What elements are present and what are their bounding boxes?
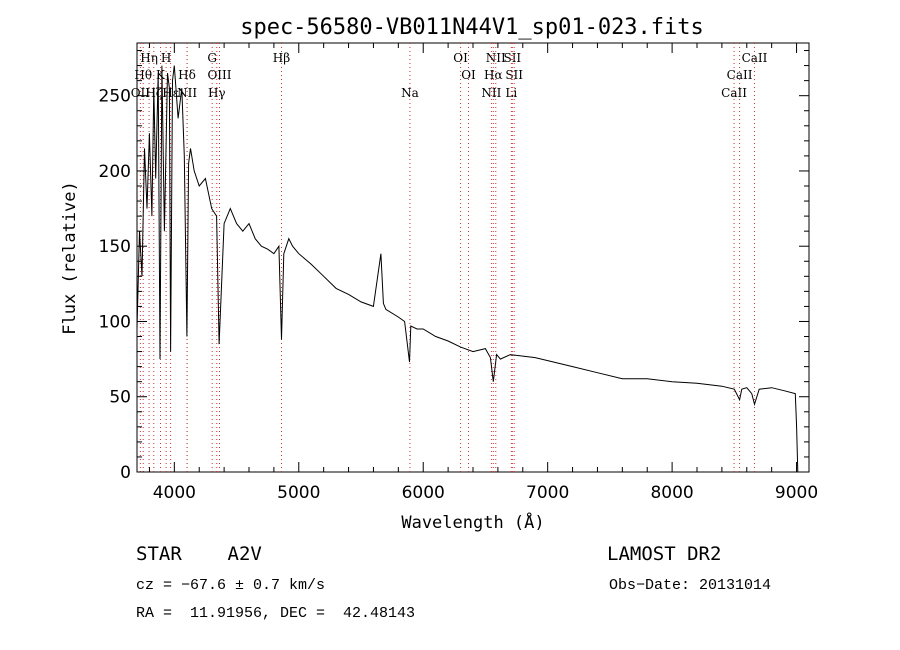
line-marker-label-23: CaII [727,68,753,82]
y-tick-label-250: 250 [99,87,131,107]
y-axis-label: Flux (relative) [60,181,80,335]
spectrum-line [136,65,799,473]
line-marker-label-13: Na [401,86,419,100]
line-marker-label-17: NII [486,51,506,65]
line-marker-label-12: Hβ [273,51,290,65]
line-marker-label-10: OIII [207,68,231,82]
line-marker-label-14: OI [453,51,468,65]
line-marker-label-2: Hη [140,51,158,65]
y-tick-label-200: 200 [99,162,131,182]
line-marker-label-15: OI [461,68,476,82]
line-marker-label-4: K [156,68,166,82]
line-marker-label-16: NII [481,86,501,100]
axes: 4000 5000 6000 7000 8000 9000 0 50 100 150 200 250 [99,43,818,503]
sky-coordinates: RA = 11.91956, DEC = 42.48143 [136,605,416,622]
y-tick-label-0: 0 [120,463,131,483]
y-tick-label-100: 100 [99,312,131,332]
line-marker-label-20: SII [505,68,523,82]
line-marker-label-5: H [161,51,171,65]
plot-frame [136,42,810,473]
x-tick-label-8000: 8000 [650,483,693,503]
line-marker-label-22: CaII [721,86,747,100]
survey-name: LAMOST DR2 [607,543,722,565]
x-axis-label: Wavelength (Å) [401,511,544,533]
line-marker-label-1: Hθ [134,68,152,82]
y-tick-label-150: 150 [99,237,131,257]
x-tick-label-6000: 6000 [402,483,445,503]
x-tick-label-5000: 5000 [277,483,320,503]
line-marker-label-18: Hα [484,68,503,82]
spectral-line-markers: OIIHθHηHζKHHεHδNIIGOIIIHγHβNaOIOINIINIIH… [131,43,768,472]
line-marker-label-11: Hγ [208,86,226,100]
x-tick-label-4000: 4000 [153,483,196,503]
line-marker-label-24: CaII [742,51,768,65]
x-tick-label-7000: 7000 [526,483,569,503]
line-marker-label-19: SII [503,51,521,65]
line-marker-label-6: Hε [162,86,179,100]
line-marker-label-21: Li [505,86,517,100]
line-marker-label-9: G [207,51,217,65]
object-class: STAR A2V [136,543,262,565]
observation-date: Obs−Date: 20131014 [609,577,772,594]
chart-title: spec-56580-VB011N44V1_sp01-023.fits [240,15,704,40]
line-marker-label-0: OII [131,86,151,100]
redshift-value: cz = −67.6 ± 0.7 km/s [136,577,326,594]
y-tick-label-50: 50 [109,388,131,408]
x-tick-label-9000: 9000 [775,483,818,503]
